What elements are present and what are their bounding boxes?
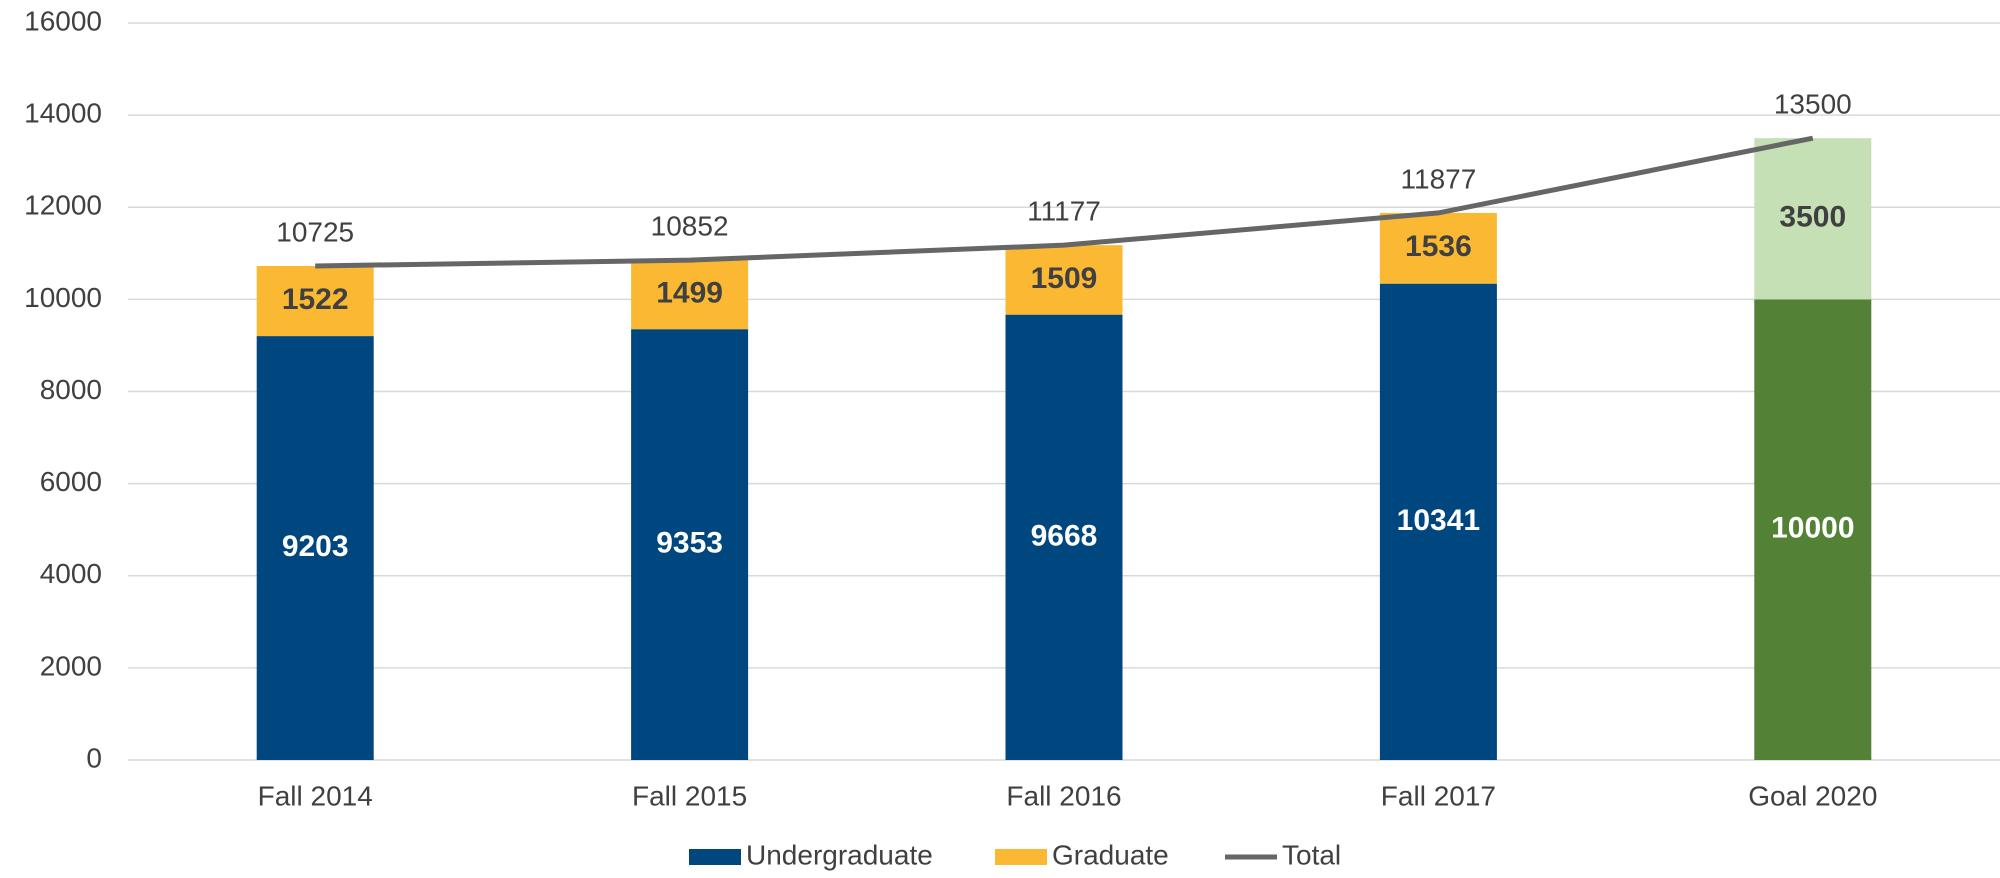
y-tick-label: 16000 <box>24 5 102 36</box>
bar-segment <box>1005 245 1123 315</box>
bar-segment <box>1005 314 1123 760</box>
y-tick-label: 14000 <box>24 98 102 129</box>
x-tick-label: Fall 2016 <box>1006 780 1121 811</box>
data-label: 10852 <box>651 211 729 242</box>
x-tick-label: Fall 2017 <box>1381 780 1496 811</box>
y-tick-label: 10000 <box>24 282 102 313</box>
data-label: 9668 <box>1031 519 1098 552</box>
x-tick-label: Fall 2015 <box>632 780 747 811</box>
legend-label: Total <box>1282 839 1341 870</box>
legend-swatch <box>995 849 1047 865</box>
x-tick-label: Fall 2014 <box>258 780 373 811</box>
bar-segment <box>1754 138 1872 300</box>
y-tick-label: 8000 <box>40 374 102 405</box>
y-tick-label: 0 <box>86 742 102 773</box>
legend-label: Undergraduate <box>746 839 933 870</box>
bar-segment <box>256 336 374 760</box>
y-tick-label: 4000 <box>40 558 102 589</box>
line-series <box>315 135 1814 269</box>
legend-label: Graduate <box>1052 839 1169 870</box>
data-label: 9203 <box>282 530 349 563</box>
data-label: 1499 <box>656 277 723 310</box>
bar-segment <box>631 260 749 330</box>
data-label: 10725 <box>276 216 354 247</box>
data-label: 1536 <box>1405 230 1472 263</box>
data-label: 1509 <box>1031 262 1098 295</box>
x-tick-label: Goal 2020 <box>1748 780 1877 811</box>
data-label: 10000 <box>1771 512 1854 545</box>
data-label: 3500 <box>1779 201 1846 234</box>
data-label: 11877 <box>1401 163 1477 194</box>
data-label: 13500 <box>1774 89 1852 120</box>
bar-segment <box>631 329 749 760</box>
y-tick-label: 6000 <box>40 466 102 497</box>
y-tick-label: 12000 <box>24 190 102 221</box>
data-label: 9353 <box>656 527 723 560</box>
y-tick-label: 2000 <box>40 650 102 681</box>
data-label: 11177 <box>1027 196 1101 227</box>
bar-segment <box>1379 283 1497 760</box>
bar-segment <box>1379 212 1497 284</box>
legend-swatch <box>689 849 741 865</box>
bar-segment <box>1754 299 1872 760</box>
bar-segment <box>256 265 374 337</box>
data-label: 10341 <box>1397 504 1480 537</box>
data-label: 1522 <box>282 283 349 316</box>
